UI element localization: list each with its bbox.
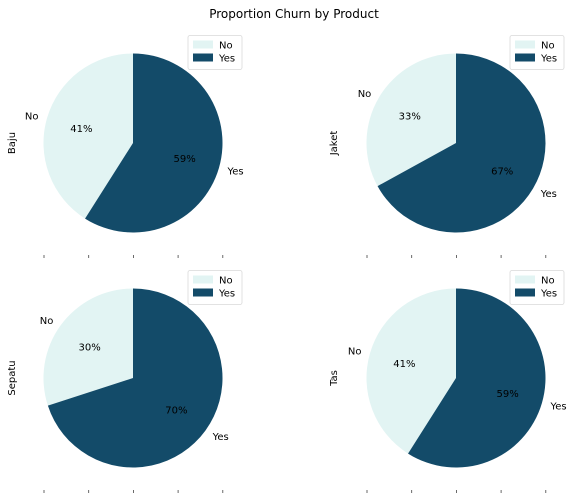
pie-pct-label-no: 41% [70,124,92,135]
pie-ylabel: Tas [329,370,340,387]
pie-slice-yes [377,53,546,233]
legend-swatch-no [515,40,535,49]
pie-slice-yes [47,288,223,468]
legend-swatch-no [193,40,213,49]
legend: No Yes [509,35,565,70]
pie-pct-label-yes: 59% [173,154,195,165]
legend-swatch-no [515,275,535,284]
pie-slice-no [43,53,134,219]
pie-ylabel: Jaket [329,131,340,157]
pie-category-label-yes: Yes [212,432,229,443]
pie-category-label-no: No [25,112,39,123]
pie-chart-tas: 41% No 59% Yes Tas No Yes [329,270,567,493]
legend-label-no: No [219,41,233,52]
pie-chart-baju: 41% No 59% Yes Baju No Yes [7,35,244,258]
pie-pct-label-yes: 59% [496,389,518,400]
pie-slice-no [43,288,133,406]
legend: No Yes [187,35,243,70]
pie-category-label-no: No [348,347,362,358]
pie-category-label-no: No [358,89,372,100]
pie-category-label-yes: Yes [540,189,557,200]
legend-label-yes: Yes [540,289,557,300]
pie-category-label-yes: Yes [227,167,244,178]
pie-pct-label-no: 30% [78,342,100,353]
pie-pct-label-yes: 70% [165,406,187,417]
pie-slice-no [366,53,456,187]
pie-ylabel: Baju [7,132,18,154]
legend-label-yes: Yes [540,54,557,65]
pie-slice-yes [85,53,223,233]
subplots: 41% No 59% Yes Baju No Yes 33% No 67% Yes Jaket No Ye… [7,35,567,493]
legend-swatch-yes [515,53,535,62]
x-axis-ticks [366,490,547,493]
pie-slice-no [366,288,456,454]
figure-title: Proportion Churn by Product [209,7,379,21]
pie-chart-jaket: 33% No 67% Yes Jaket No Yes [329,35,565,258]
x-axis-ticks [366,255,547,258]
legend-label-no: No [219,276,233,287]
legend-label-no: No [541,276,555,287]
pie-chart-sepatu: 30% No 70% Yes Sepatu No Yes [7,270,243,493]
pie-category-label-yes: Yes [550,402,567,413]
legend-label-no: No [541,41,555,52]
pie-category-label-no: No [40,316,54,327]
legend-swatch-yes [193,53,213,62]
pie-slice-yes [408,288,546,468]
legend-swatch-no [193,275,213,284]
legend: No Yes [187,270,243,305]
pie-pct-label-no: 33% [399,112,421,123]
pie-ylabel: Sepatu [7,360,18,395]
pie-pct-label-no: 41% [393,359,415,370]
legend-swatch-yes [193,288,213,297]
x-axis-ticks [43,490,224,493]
legend-label-yes: Yes [218,54,235,65]
pie-pct-label-yes: 67% [491,166,513,177]
legend-label-yes: Yes [218,289,235,300]
legend: No Yes [509,270,565,305]
x-axis-ticks [43,255,224,258]
legend-swatch-yes [515,288,535,297]
